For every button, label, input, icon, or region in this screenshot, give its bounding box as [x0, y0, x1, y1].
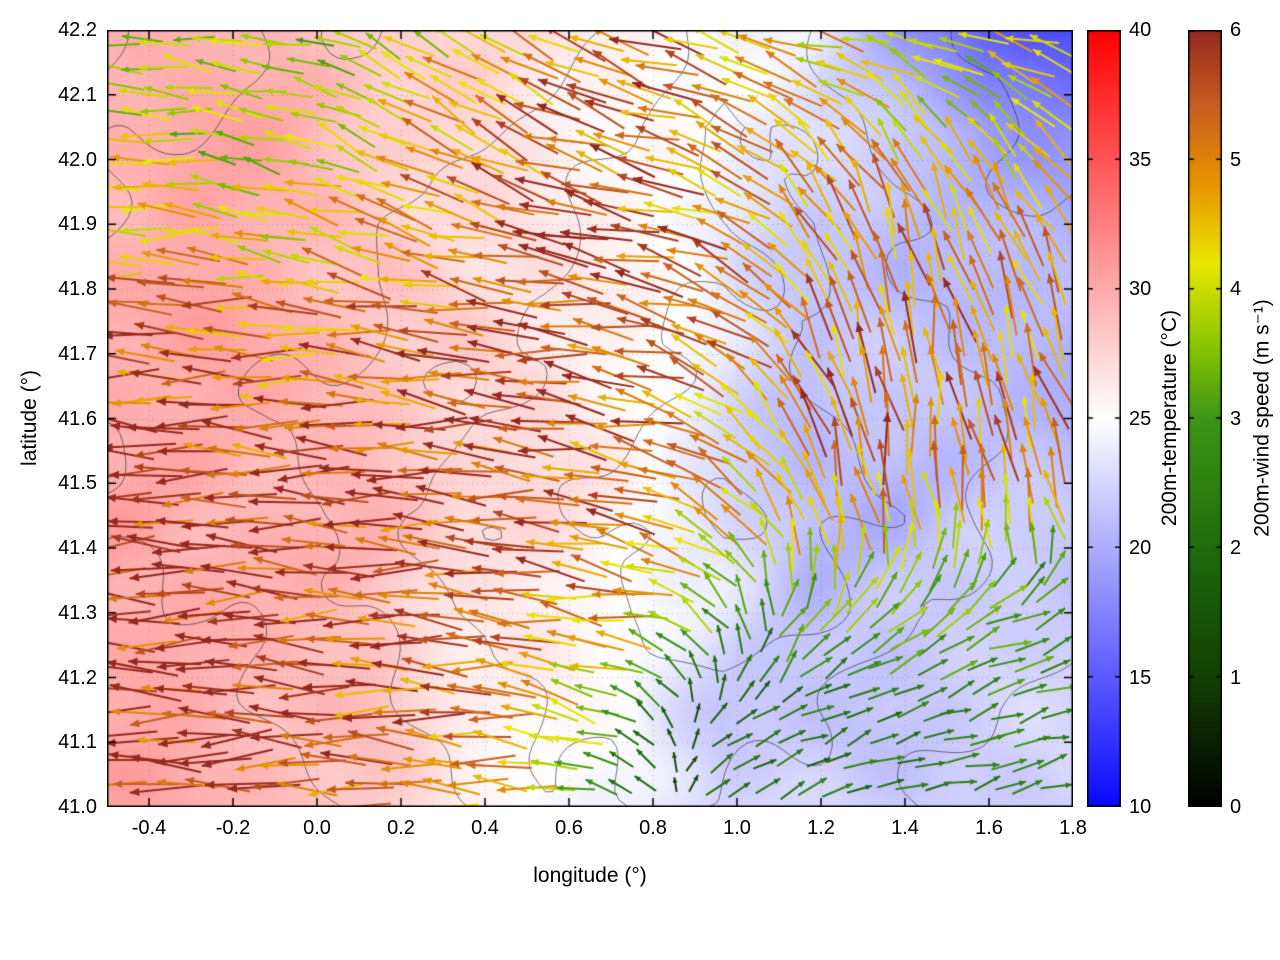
y-tick-label: 41.7: [58, 342, 97, 365]
x-axis-title: longitude (°): [533, 864, 647, 887]
temperature-colorbar-tick-label: 15: [1129, 666, 1152, 689]
x-tick-label: 1.0: [723, 817, 751, 839]
wind-colorbar-tick-label: 3: [1230, 407, 1242, 430]
wind-colorbar-tick-label: 2: [1230, 537, 1242, 559]
temperature-colorbar-tick-label: 40: [1129, 19, 1152, 41]
temperature-colorbar-tick-label: 10: [1129, 796, 1152, 818]
y-tick-label: 41.0: [58, 796, 97, 818]
y-tick-label: 41.2: [58, 666, 97, 689]
map-plot-canvas: [107, 30, 1073, 807]
wind-colorbar-tick-label: 1: [1230, 666, 1242, 689]
y-tick-label: 41.9: [58, 213, 97, 236]
y-tick-label: 41.4: [58, 537, 97, 559]
wind-colorbar-title: 200m-wind speed (m s⁻¹): [1250, 299, 1274, 537]
y-tick-label: 42.2: [58, 19, 97, 41]
x-tick-label: 1.6: [975, 817, 1003, 839]
temperature-colorbar-tick-label: 20: [1129, 537, 1152, 559]
temperature-colorbar-tick-label: 25: [1129, 407, 1152, 430]
y-tick-label: 41.5: [58, 472, 97, 495]
x-tick-label: 0.2: [387, 817, 415, 839]
temperature-colorbar-title: 200m-temperature (°C): [1158, 309, 1181, 527]
x-tick-label: 1.8: [1059, 817, 1087, 839]
x-tick-label: 1.4: [891, 817, 919, 839]
y-tick-label: 41.8: [58, 278, 97, 300]
wind-colorbar-tick-label: 0: [1230, 796, 1242, 818]
x-tick-label: 0.4: [471, 817, 499, 839]
x-tick-label: 0.6: [555, 817, 583, 839]
wind-colorbar-tick-label: 5: [1230, 148, 1242, 171]
x-tick-label: -0.2: [215, 817, 251, 839]
temperature-colorbar: [1087, 30, 1121, 807]
y-axis-title: latitude (°): [18, 370, 41, 466]
y-tick-label: 42.0: [58, 148, 97, 171]
y-tick-label: 41.1: [58, 731, 97, 754]
temperature-colorbar-tick-label: 35: [1129, 148, 1152, 171]
y-tick-label: 41.3: [58, 601, 97, 624]
wind-colorbar-tick-label: 4: [1230, 278, 1242, 300]
x-tick-label: -0.4: [131, 817, 167, 839]
wind-speed-colorbar: [1188, 30, 1222, 807]
y-tick-label: 41.6: [58, 407, 97, 430]
x-tick-label: 1.2: [807, 817, 835, 839]
x-tick-label: 0.8: [639, 817, 667, 839]
temperature-colorbar-tick-label: 30: [1129, 278, 1152, 300]
wind-colorbar-tick-label: 6: [1230, 19, 1242, 41]
x-tick-label: 0.0: [303, 817, 331, 839]
y-tick-label: 42.1: [58, 83, 97, 106]
